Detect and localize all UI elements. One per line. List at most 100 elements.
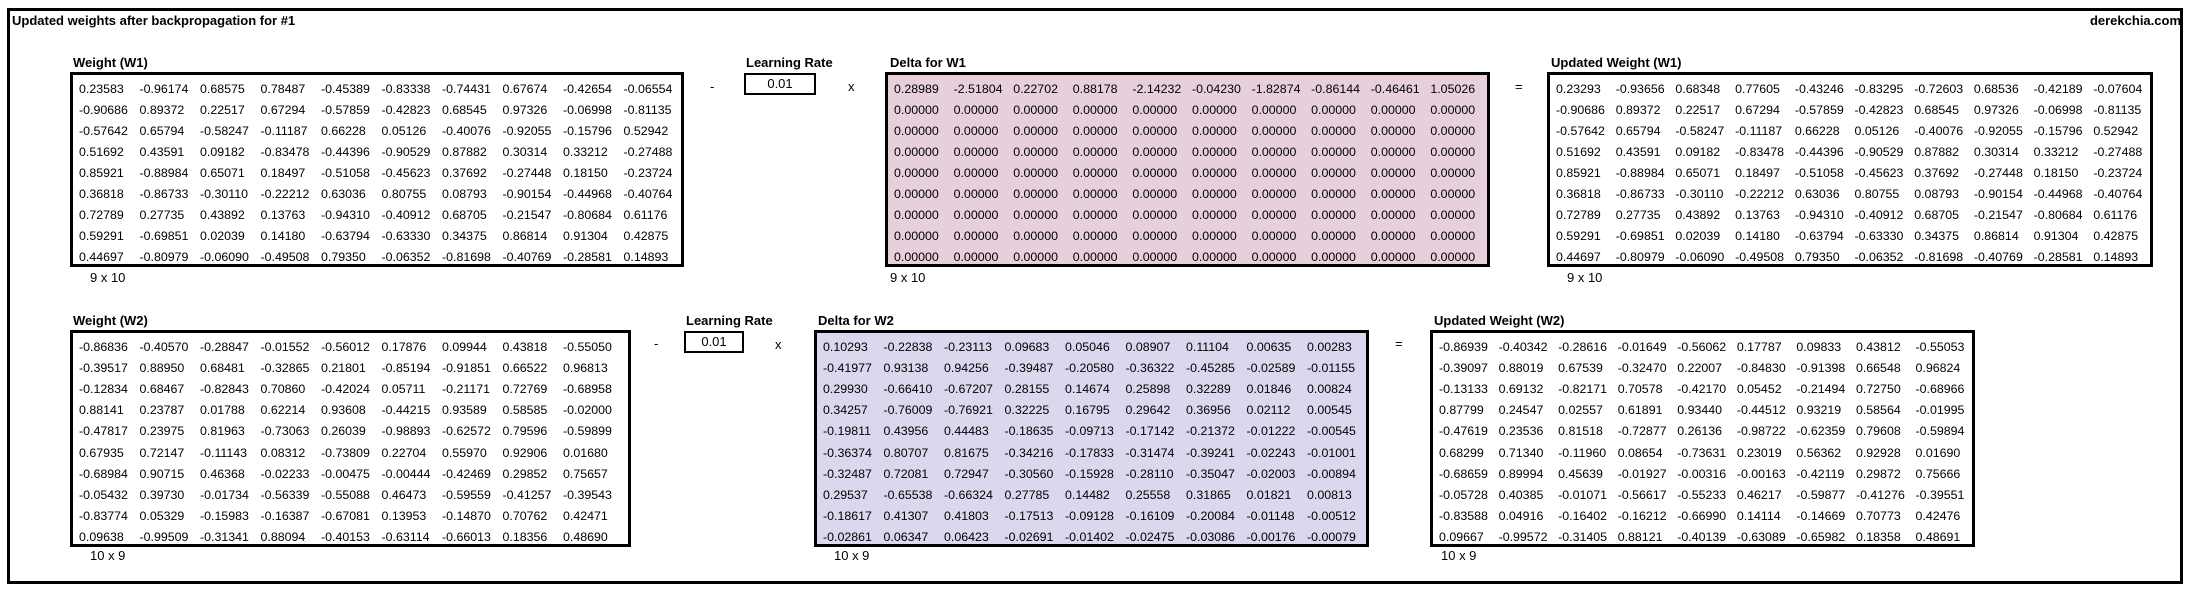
matrix-cell: -0.86733: [1615, 186, 1665, 201]
matrix-cell: -0.94310: [321, 207, 370, 222]
matrix-row: 0.44697 -0.80979 -0.06090 -0.49508 0.79350 -0…: [76, 246, 681, 264]
matrix-cell: 0.00000: [894, 165, 939, 180]
matrix-cell: -0.90529: [381, 144, 431, 159]
matrix-cell: 0.68545: [442, 102, 487, 117]
matrix-row: 0.29930 -0.66410 -0.67207 0.28155 0.14674 0.2…: [820, 378, 1366, 399]
matrix-cell: -0.63330: [1854, 228, 1904, 243]
matrix-cell: -0.90686: [1556, 102, 1605, 117]
matrix-cell: 0.62214: [260, 403, 306, 418]
matrix-cell: -0.66410: [883, 381, 933, 396]
matrix-cell: 0.01690: [1915, 445, 1961, 460]
updated-w2-matrix: -0.86939 -0.40342 -0.28616 -0.01649 -0.56062…: [1430, 330, 1975, 547]
matrix-cell: -0.06352: [1854, 249, 1904, 264]
weight-w2-matrix: -0.86836 -0.40570 -0.28847 -0.01552 -0.56012…: [70, 330, 631, 547]
matrix-cell: -0.00316: [1677, 466, 1727, 481]
matrix-cell: 0.70762: [502, 509, 548, 524]
matrix-cell: -0.39097: [1439, 360, 1488, 375]
matrix-cell: -0.85194: [381, 360, 431, 375]
matrix-cell: 0.09833: [1796, 339, 1842, 354]
matrix-cell: 0.88950: [139, 360, 185, 375]
matrix-cell: 0.43956: [883, 424, 929, 439]
matrix-cell: 0.72947: [944, 466, 989, 481]
matrix-row: 0.00000 0.00000 0.00000 0.00000 0.00000 0.000…: [891, 204, 1487, 225]
matrix-cell: 0.00000: [1370, 228, 1416, 243]
matrix-cell: -0.00512: [1307, 509, 1356, 524]
matrix-row: 0.00000 0.00000 0.00000 0.00000 0.00000 0.000…: [891, 225, 1487, 246]
matrix-cell: 0.27735: [1615, 207, 1661, 222]
matrix-cell: -0.76921: [944, 403, 993, 418]
delta-w2-label: Delta for W2: [818, 313, 894, 328]
matrix-cell: 0.00000: [1013, 165, 1058, 180]
matrix-cell: -0.02233: [260, 466, 310, 481]
matrix-cell: 0.22704: [381, 445, 427, 460]
matrix-cell: 0.61891: [1617, 403, 1663, 418]
matrix-cell: 0.88141: [79, 403, 124, 418]
matrix-cell: -0.20084: [1186, 509, 1235, 524]
matrix-cell: -0.18617: [823, 509, 872, 524]
matrix-cell: -0.92055: [1973, 123, 2023, 138]
matrix-row: 0.85921 -0.88984 0.65071 0.18497 -0.51058 -0.…: [1553, 162, 2150, 183]
matrix-cell: 0.63036: [321, 186, 366, 201]
matrix-cell: -0.06352: [381, 249, 431, 264]
matrix-row: 0.09667 -0.99572 -0.31405 0.88121 -0.40139 -0…: [1436, 527, 1972, 545]
matrix-row: -0.36374 0.80707 0.81675 -0.34216 -0.17833 -0…: [820, 442, 1366, 463]
minus-operator-2: -: [654, 336, 659, 351]
matrix-row: 0.72789 0.27735 0.43892 0.13763 -0.94310 -0.4…: [76, 204, 681, 225]
matrix-cell: -0.31405: [1558, 530, 1608, 545]
matrix-cell: 0.00000: [1191, 123, 1237, 138]
matrix-row: -0.05432 0.39730 -0.01734 -0.56339 -0.55088 0…: [76, 484, 628, 505]
matrix-cell: -0.14669: [1796, 509, 1846, 524]
matrix-cell: 0.39730: [139, 487, 185, 502]
matrix-cell: 0.29852: [502, 466, 548, 481]
matrix-cell: 0.89994: [1498, 466, 1544, 481]
matrix-cell: -0.28581: [563, 249, 612, 264]
matrix-row: -0.57642 0.65794 -0.58247 -0.11187 0.66228 0.…: [76, 120, 681, 141]
matrix-cell: 0.42875: [2093, 228, 2139, 243]
matrix-cell: 0.68467: [139, 381, 185, 396]
matrix-cell: 0.72789: [79, 207, 124, 222]
matrix-cell: 1.05026: [1430, 81, 1476, 96]
matrix-cell: -0.46461: [1370, 81, 1420, 96]
matrix-cell: -0.42469: [442, 466, 491, 481]
matrix-cell: 0.00000: [1370, 165, 1416, 180]
matrix-row: -0.57642 0.65794 -0.58247 -0.11187 0.66228 0.…: [1553, 120, 2150, 141]
matrix-cell: 0.92928: [1855, 445, 1901, 460]
matrix-cell: 0.44697: [1556, 249, 1601, 264]
matrix-cell: -0.40764: [2093, 186, 2143, 201]
matrix-cell: -0.99572: [1498, 530, 1548, 545]
matrix-cell: 0.80755: [1854, 186, 1900, 201]
matrix-cell: -0.44215: [381, 403, 431, 418]
matrix-cell: 0.68481: [200, 360, 245, 375]
learning-rate-value: 0.01: [744, 73, 816, 95]
matrix-cell: -0.88984: [139, 165, 189, 180]
matrix-cell: -0.84830: [1736, 360, 1786, 375]
matrix-cell: 0.22517: [200, 102, 245, 117]
matrix-cell: 0.00000: [894, 228, 939, 243]
matrix-cell: 0.43591: [139, 144, 185, 159]
matrix-cell: -0.28616: [1558, 339, 1608, 354]
matrix-cell: 0.23019: [1736, 445, 1782, 460]
matrix-cell: -0.02475: [1125, 530, 1175, 545]
matrix-cell: 0.00000: [1251, 249, 1297, 264]
matrix-cell: 0.68545: [1914, 102, 1960, 117]
matrix-cell: 0.09667: [1439, 530, 1484, 545]
matrix-cell: 0.23536: [1498, 424, 1544, 439]
matrix-row: 0.72789 0.27735 0.43892 0.13763 -0.94310 -0.4…: [1553, 204, 2150, 225]
matrix-cell: 0.08793: [442, 186, 487, 201]
matrix-cell: 0.09182: [200, 144, 245, 159]
matrix-cell: 0.00000: [1191, 165, 1237, 180]
matrix-cell: -0.32470: [1617, 360, 1667, 375]
matrix-row: -0.13133 0.69132 -0.82171 0.70578 -0.42170 0.…: [1436, 378, 1972, 399]
matrix-cell: -0.16387: [260, 509, 310, 524]
matrix-cell: -0.28847: [200, 339, 249, 354]
learning-rate-label: Learning Rate: [746, 55, 833, 70]
matrix-cell: -0.01071: [1558, 487, 1608, 502]
matrix-cell: -0.30560: [1004, 466, 1054, 481]
matrix-cell: 0.14674: [1065, 381, 1110, 396]
delta-w1-matrix: 0.28989 -2.51804 0.22702 0.88178 -2.14232 -0.…: [885, 72, 1490, 267]
matrix-cell: -0.16402: [1558, 509, 1608, 524]
matrix-cell: 0.00000: [1013, 249, 1058, 264]
matrix-cell: -0.39241: [1186, 445, 1235, 460]
matrix-cell: -0.45623: [381, 165, 431, 180]
matrix-cell: -0.59559: [442, 487, 491, 502]
